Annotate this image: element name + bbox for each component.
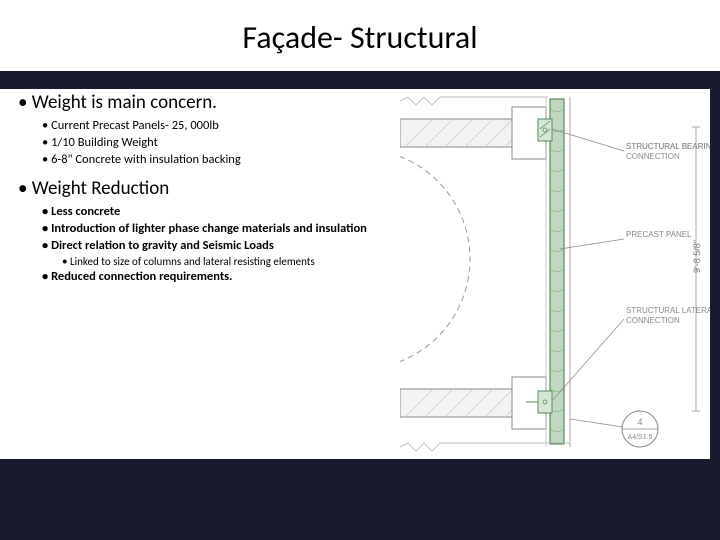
bullet-item: Less concrete [42, 204, 390, 219]
bearing-connection [538, 119, 552, 141]
bullet-item: 6-8" Concrete with insulation backing [42, 152, 390, 167]
detail-ref: A4/S1.5 [628, 434, 653, 441]
bullet-item: Current Precast Panels- 25, 000lb [42, 118, 390, 133]
bullet-item: Linked to size of columns and lateral re… [62, 255, 390, 268]
content-area: Weight is main concern. Current Precast … [0, 89, 720, 459]
slide-title: Façade- Structural [0, 0, 720, 71]
slide: Façade- Structural Weight is main concer… [0, 0, 720, 540]
detail-number: 4 [637, 417, 642, 427]
text-column: Weight is main concern. Current Precast … [0, 89, 400, 459]
title-wrap: Façade- Structural [0, 0, 720, 71]
section-heading-2: Weight Reduction [18, 177, 390, 200]
dimension-text: 9'-8 5/8" [692, 240, 702, 273]
section-heading-1: Weight is main concern. [18, 91, 390, 114]
bullet-item: Introduction of lighter phase change mat… [42, 221, 390, 236]
section-diagram: STRUCTURAL BEARING STRUCTURAL BEARINGCON… [400, 89, 710, 459]
diagram-column: STRUCTURAL BEARING STRUCTURAL BEARINGCON… [400, 89, 710, 459]
bullet-item: Direct relation to gravity and Seismic L… [42, 238, 390, 253]
bullet-item: 1/10 Building Weight [42, 135, 390, 150]
bullet-item: Reduced connection requirements. [42, 269, 390, 284]
label-panel: PRECAST PANEL [626, 230, 692, 239]
